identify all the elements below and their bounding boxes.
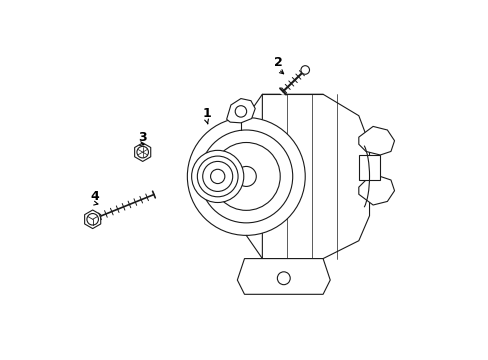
Polygon shape	[226, 99, 255, 123]
Circle shape	[300, 66, 309, 74]
Polygon shape	[237, 258, 329, 294]
Text: 1: 1	[202, 107, 211, 120]
Circle shape	[191, 150, 244, 203]
Text: 2: 2	[273, 55, 282, 69]
Polygon shape	[358, 155, 380, 180]
Polygon shape	[358, 126, 394, 155]
Polygon shape	[134, 143, 150, 161]
Polygon shape	[358, 176, 394, 205]
Text: 3: 3	[138, 131, 147, 144]
Circle shape	[187, 117, 305, 235]
Polygon shape	[84, 210, 101, 229]
Text: 4: 4	[90, 190, 99, 203]
Polygon shape	[262, 94, 369, 258]
